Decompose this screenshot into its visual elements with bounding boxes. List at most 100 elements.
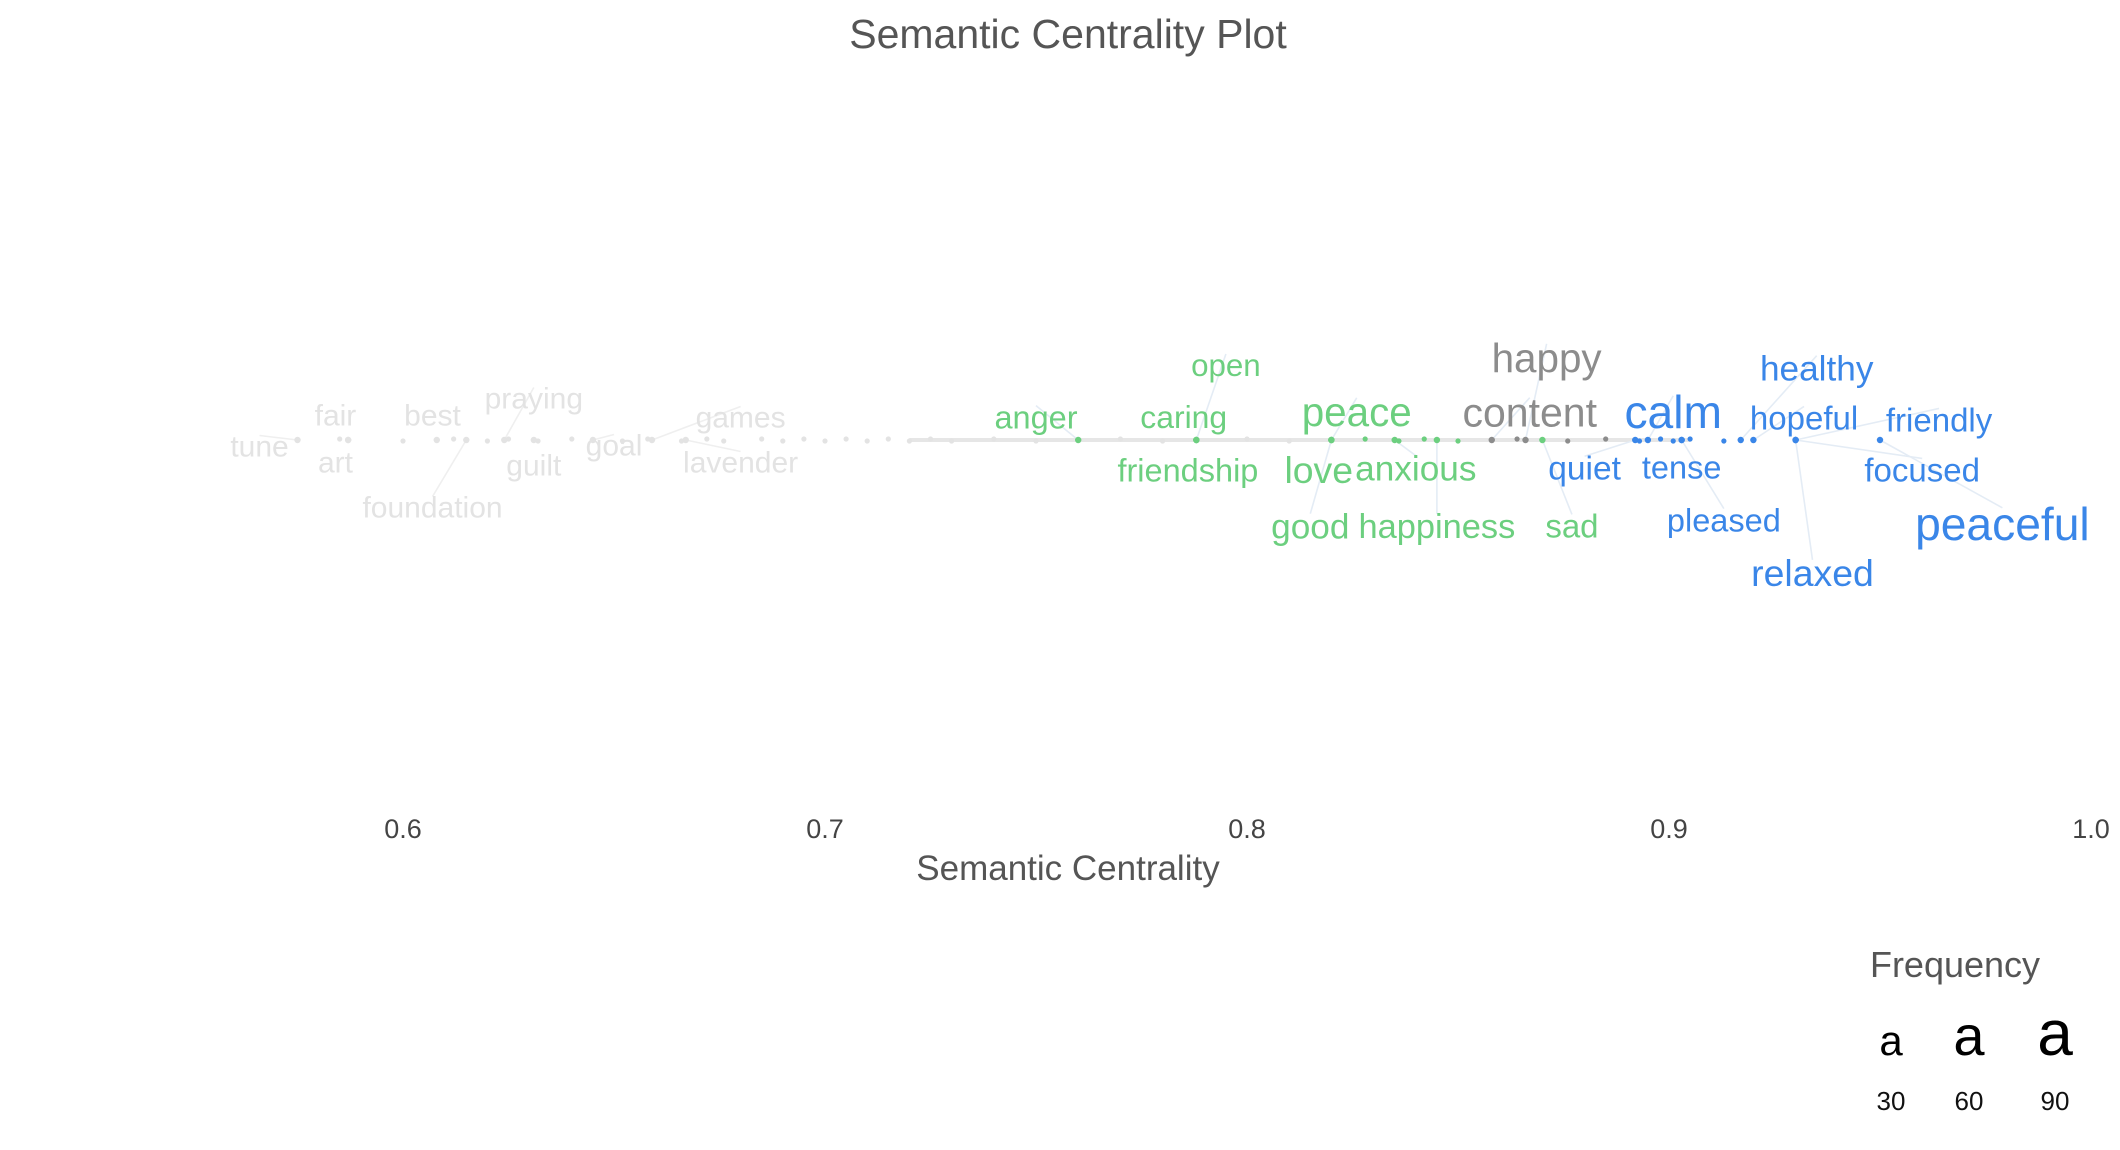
- point-anxious: [1391, 436, 1398, 444]
- point-unlabeled: [569, 436, 575, 442]
- point-quiet: [1632, 436, 1639, 444]
- point-art: [344, 436, 352, 444]
- point-unlabeled: [991, 436, 997, 442]
- word-label-friendship: friendship: [1117, 452, 1258, 488]
- connector-content: [1491, 397, 1531, 441]
- point-unlabeled: [1603, 436, 1609, 442]
- point-tune: [294, 436, 301, 444]
- legend-glyph: a: [1953, 1004, 1985, 1067]
- point-unlabeled: [949, 438, 955, 444]
- point-goal: [589, 436, 597, 444]
- word-label-friendly: friendly: [1886, 402, 1993, 439]
- legend-title: Frequency: [1870, 944, 2040, 985]
- connector-open: [1195, 353, 1227, 441]
- point-unlabeled: [1421, 436, 1427, 442]
- point-unlabeled: [1657, 436, 1664, 442]
- point-games: [648, 436, 656, 444]
- chart-title: Semantic Centrality Plot: [849, 11, 1287, 57]
- point-unlabeled: [927, 436, 934, 442]
- word-label-pleased: pleased: [1667, 502, 1781, 538]
- word-label-tense: tense: [1642, 449, 1722, 485]
- word-label-best: best: [404, 400, 461, 433]
- point-calm: [1644, 436, 1652, 444]
- point-unlabeled: [400, 438, 406, 444]
- word-labels: tune fair art best foundation praying guilt goa…: [230, 335, 2089, 594]
- point-unlabeled: [1670, 438, 1676, 444]
- connector-anger: [1035, 405, 1079, 441]
- word-label-good: good: [1271, 507, 1349, 546]
- word-label-happy: happy: [1492, 335, 1603, 381]
- connector-foundation: [431, 439, 467, 497]
- point-unlabeled: [1687, 436, 1693, 442]
- point-peaceful: [1876, 436, 1884, 444]
- legend-glyph: a: [1879, 1017, 1903, 1064]
- legend-label: 90: [2041, 1086, 2070, 1116]
- connector-games: [651, 405, 741, 441]
- word-label-relaxed: relaxed: [1751, 552, 1874, 594]
- point-guilt: [530, 436, 538, 444]
- x-tick-label: 0.7: [806, 814, 844, 844]
- word-label-hopeful: hopeful: [1750, 400, 1858, 437]
- word-label-goal: goal: [586, 430, 643, 463]
- point-unlabeled: [864, 438, 870, 444]
- point-happiness: [1433, 436, 1441, 444]
- word-label-healthy: healthy: [1760, 349, 1874, 388]
- word-label-peace: peace: [1302, 389, 1412, 435]
- point-anger: [1075, 436, 1082, 444]
- x-tick-label: 0.6: [384, 814, 422, 844]
- x-tick-label: 0.9: [1650, 814, 1688, 844]
- point-unlabeled: [484, 438, 490, 444]
- connector-pleased: [1680, 439, 1725, 510]
- word-label-quiet: quiet: [1548, 451, 1621, 488]
- connector-hopeful: [1752, 405, 1805, 441]
- word-label-focused: focused: [1864, 452, 1980, 489]
- word-label-lavender: lavender: [683, 447, 798, 480]
- point-unlabeled: [1455, 438, 1461, 444]
- word-label-sad: sad: [1545, 508, 1598, 545]
- point-unlabeled: [1160, 438, 1166, 444]
- word-label-love: love: [1284, 449, 1353, 491]
- legend-label: 60: [1955, 1086, 1984, 1116]
- legend-glyph: a: [2037, 997, 2073, 1069]
- point-unlabeled: [780, 438, 786, 444]
- x-tick-label: 1.0: [2072, 814, 2110, 844]
- point-good: [1328, 436, 1335, 444]
- word-label-fair: fair: [315, 400, 357, 433]
- word-label-anxious: anxious: [1355, 449, 1476, 488]
- point-best: [433, 436, 440, 444]
- word-label-calm: calm: [1624, 386, 1722, 438]
- point-pleased: [1678, 436, 1685, 444]
- connector-focused: [1795, 439, 1923, 460]
- point-hopeful: [1750, 436, 1757, 444]
- point-unlabeled: [721, 438, 727, 444]
- point-foundation: [463, 436, 470, 444]
- word-label-open: open: [1191, 348, 1261, 383]
- point-unlabeled: [1117, 436, 1123, 442]
- point-unlabeled: [704, 436, 710, 442]
- point-lavender: [682, 436, 689, 444]
- point-unlabeled: [1286, 438, 1292, 444]
- connector-sad: [1541, 439, 1573, 515]
- point-unlabeled: [1362, 436, 1368, 442]
- word-label-tune: tune: [230, 431, 288, 464]
- point-unlabeled: [885, 436, 891, 442]
- frequency-legend: Frequency a 30 a 60 a 90: [1870, 944, 2073, 1116]
- x-tick-label: 0.8: [1228, 814, 1266, 844]
- word-label-games: games: [696, 402, 786, 435]
- point-unlabeled: [1244, 436, 1250, 442]
- connector-calm: [1647, 395, 1674, 441]
- legend-keys: a 30 a 60 a 90: [1877, 997, 2074, 1116]
- connector-friendly: [1795, 407, 1940, 441]
- connector-tune: [259, 434, 298, 441]
- connector-quiet: [1584, 439, 1636, 458]
- connector-peaceful: [1879, 439, 2003, 509]
- word-label-guilt: guilt: [506, 450, 562, 483]
- word-label-foundation: foundation: [362, 492, 502, 525]
- point-unlabeled: [1033, 438, 1039, 444]
- x-axis-label: Semantic Centrality: [916, 849, 1220, 888]
- point-unlabeled: [1721, 438, 1727, 444]
- point-unlabeled: [451, 436, 457, 442]
- point-content: [1488, 436, 1495, 444]
- connector-peace: [1330, 397, 1358, 441]
- word-label-praying: praying: [485, 383, 583, 416]
